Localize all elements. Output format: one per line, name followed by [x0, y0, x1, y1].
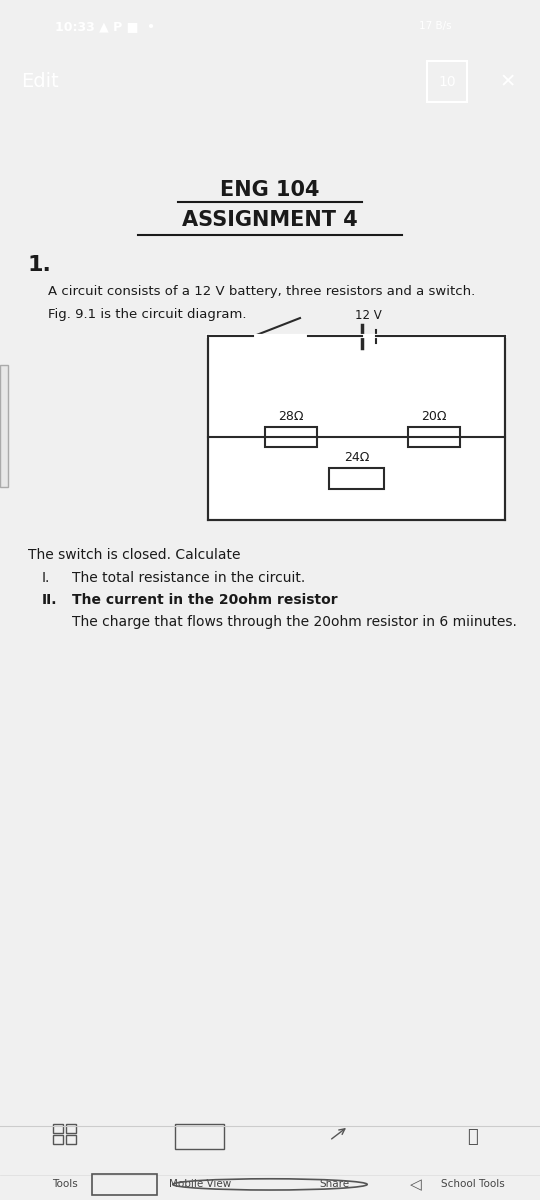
- Text: ◁: ◁: [410, 1177, 422, 1192]
- Text: The total resistance in the circuit.: The total resistance in the circuit.: [72, 570, 305, 584]
- Bar: [329, 468, 384, 488]
- Text: ENG 104: ENG 104: [220, 180, 320, 199]
- Bar: [0, 365, 8, 487]
- Text: II.: II.: [42, 593, 57, 607]
- Bar: [66, 1124, 76, 1133]
- Text: Share: Share: [320, 1178, 350, 1189]
- Text: 1.: 1.: [28, 254, 52, 275]
- Text: 24Ω: 24Ω: [344, 451, 369, 464]
- Text: Edit: Edit: [21, 72, 59, 91]
- Bar: [408, 427, 460, 448]
- Text: ⛪: ⛪: [467, 1128, 478, 1146]
- Text: Tools: Tools: [52, 1178, 78, 1189]
- Text: I.: I.: [42, 570, 50, 584]
- Text: The charge that flows through the 20ohm resistor in 6 miinutes.: The charge that flows through the 20ohm …: [72, 616, 517, 629]
- Text: 20Ω: 20Ω: [421, 410, 447, 422]
- Text: The current in the 20ohm resistor: The current in the 20ohm resistor: [72, 593, 338, 607]
- Text: School Tools: School Tools: [441, 1178, 504, 1189]
- Text: The switch is closed. Calculate: The switch is closed. Calculate: [28, 548, 240, 562]
- Bar: [208, 336, 505, 520]
- Text: 12 V: 12 V: [355, 310, 381, 322]
- Bar: [53, 1135, 63, 1145]
- Bar: [66, 1135, 76, 1145]
- Text: ✕: ✕: [500, 72, 516, 91]
- Bar: [265, 427, 317, 448]
- Bar: [427, 61, 467, 102]
- Text: Fig. 9.1 is the circuit diagram.: Fig. 9.1 is the circuit diagram.: [48, 308, 246, 320]
- Text: ASSIGNMENT 4: ASSIGNMENT 4: [182, 210, 358, 230]
- Text: 10: 10: [438, 74, 456, 89]
- Text: Mobile View: Mobile View: [168, 1178, 231, 1189]
- Text: 28Ω: 28Ω: [279, 410, 304, 422]
- Bar: [53, 1124, 63, 1133]
- Text: 17 B/s: 17 B/s: [418, 22, 451, 31]
- Text: A circuit consists of a 12 V battery, three resistors and a switch.: A circuit consists of a 12 V battery, th…: [48, 286, 475, 299]
- Text: 10:33 ▲ P ■  •: 10:33 ▲ P ■ •: [55, 20, 155, 32]
